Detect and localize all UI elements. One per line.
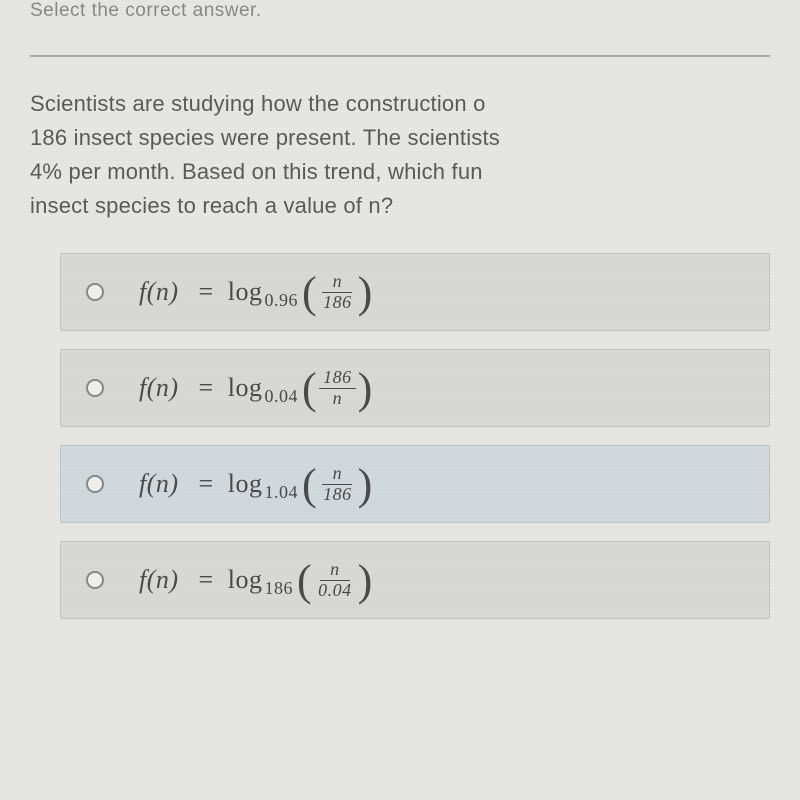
denominator: n	[322, 389, 352, 409]
fraction: n 186	[319, 464, 356, 505]
paren-right-icon: )	[358, 467, 373, 502]
question-line-3: 4% per month. Based on this trend, which…	[30, 159, 483, 184]
log-base: 0.96	[264, 290, 298, 311]
option-b[interactable]: f(n) = log 0.04 ( 186 n )	[60, 349, 770, 427]
radio-icon[interactable]	[86, 379, 104, 397]
fraction-wrapper: ( n 186 )	[302, 272, 373, 313]
option-a-formula: f(n) = log 0.96 ( n 186 )	[139, 272, 373, 313]
numerator: n	[322, 464, 352, 485]
log-label: log	[228, 373, 263, 403]
question-text: Scientists are studying how the construc…	[0, 87, 800, 253]
question-line-4: insect species to reach a value of n?	[30, 193, 393, 218]
denominator: 0.04	[314, 581, 356, 601]
denominator: 186	[319, 293, 356, 313]
equals-sign: =	[199, 373, 214, 403]
log-label: log	[228, 565, 263, 595]
numerator: n	[320, 560, 350, 581]
log-base: 1.04	[264, 482, 298, 503]
option-d[interactable]: f(n) = log 186 ( n 0.04 )	[60, 541, 770, 619]
radio-icon[interactable]	[86, 283, 104, 301]
paren-left-icon: (	[302, 467, 317, 502]
log-label: log	[228, 469, 263, 499]
fraction-wrapper: ( 186 n )	[302, 368, 373, 409]
denominator: 186	[319, 485, 356, 505]
fn-label: f(n)	[139, 373, 179, 403]
equals-sign: =	[199, 277, 214, 307]
paren-left-icon: (	[297, 563, 312, 598]
log-base: 186	[264, 578, 293, 599]
log-label: log	[228, 277, 263, 307]
option-b-formula: f(n) = log 0.04 ( 186 n )	[139, 368, 373, 409]
instruction-text: Select the correct answer.	[0, 0, 800, 40]
numerator: n	[322, 272, 352, 293]
fn-label: f(n)	[139, 277, 179, 307]
page-container: Select the correct answer. Scientists ar…	[0, 0, 800, 619]
numerator: 186	[319, 368, 356, 389]
radio-icon[interactable]	[86, 475, 104, 493]
options-container: f(n) = log 0.96 ( n 186 ) f(n) = log	[0, 253, 800, 619]
fraction: 186 n	[319, 368, 356, 409]
fn-label: f(n)	[139, 565, 179, 595]
fraction: n 186	[319, 272, 356, 313]
fraction-wrapper: ( n 186 )	[302, 464, 373, 505]
question-line-2: 186 insect species were present. The sci…	[30, 125, 500, 150]
paren-left-icon: (	[302, 371, 317, 406]
fn-label: f(n)	[139, 469, 179, 499]
radio-icon[interactable]	[86, 571, 104, 589]
paren-right-icon: )	[358, 275, 373, 310]
question-line-1: Scientists are studying how the construc…	[30, 91, 486, 116]
log-base: 0.04	[264, 386, 298, 407]
option-c[interactable]: f(n) = log 1.04 ( n 186 )	[60, 445, 770, 523]
equals-sign: =	[199, 565, 214, 595]
fraction-wrapper: ( n 0.04 )	[297, 560, 373, 601]
fraction: n 0.04	[314, 560, 356, 601]
paren-left-icon: (	[302, 275, 317, 310]
paren-right-icon: )	[358, 371, 373, 406]
divider	[30, 55, 770, 57]
option-d-formula: f(n) = log 186 ( n 0.04 )	[139, 560, 373, 601]
option-c-formula: f(n) = log 1.04 ( n 186 )	[139, 464, 373, 505]
equals-sign: =	[199, 469, 214, 499]
paren-right-icon: )	[358, 563, 373, 598]
option-a[interactable]: f(n) = log 0.96 ( n 186 )	[60, 253, 770, 331]
